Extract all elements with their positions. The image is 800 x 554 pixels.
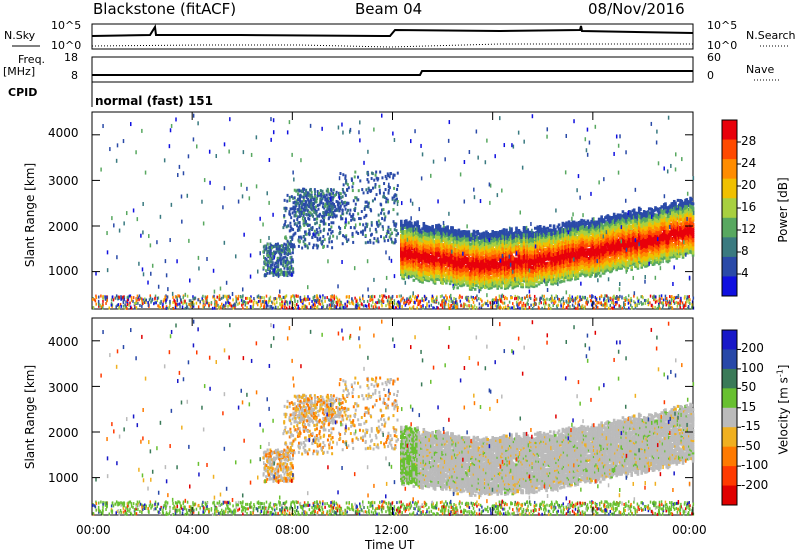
power-cell [521,283,524,286]
power-cell [560,280,563,283]
power-cell [456,286,459,289]
power-cell [549,224,552,227]
power-cell [474,288,477,291]
power-cell [486,232,489,235]
power-cell [534,227,537,230]
power-cell [440,228,443,231]
power-cell [582,222,585,225]
power-cell [505,229,508,232]
power-cell [575,222,578,225]
power-cell [423,222,426,225]
power-cell [416,220,419,223]
power-cell [468,230,471,233]
power-cell [510,227,513,230]
power-cell [605,248,608,251]
power-cell [439,225,442,228]
power-cell [483,232,486,235]
power-cell [499,230,502,233]
power-cell [436,278,439,281]
power-cell [431,225,434,228]
power-cell [598,218,601,221]
freq-panel-frame [92,57,693,82]
power-cell [475,284,478,287]
power-cell [574,253,577,256]
power-cell [451,226,454,229]
power-cell [405,219,408,222]
power-cell [455,230,458,233]
power-cell [421,279,424,282]
nsearch-trace [92,44,693,47]
power-cell [545,283,548,286]
power-cell [600,215,603,218]
power-cell [503,228,506,231]
power-cell [418,225,421,228]
power-cell [410,222,413,225]
power-cell [580,219,583,222]
freq-trace [92,71,693,75]
power-cell [536,225,539,228]
power-cell [599,274,602,277]
power-cell [413,279,416,282]
power-cell [400,220,403,223]
power-cell [568,220,571,223]
power-cell [539,225,542,228]
power-cell [585,222,588,225]
power-cell [558,223,561,226]
power-cell [535,284,538,287]
power-cell [515,227,518,230]
power-cell [553,224,556,227]
power-cell [446,225,449,228]
power-cell [538,281,541,284]
nsky-trace [92,26,693,36]
power-cell [565,221,568,224]
power-cell [573,221,576,224]
power-cell [463,283,466,286]
chart-canvas [0,0,800,554]
power-cell [473,230,476,233]
power-cell [562,222,565,225]
